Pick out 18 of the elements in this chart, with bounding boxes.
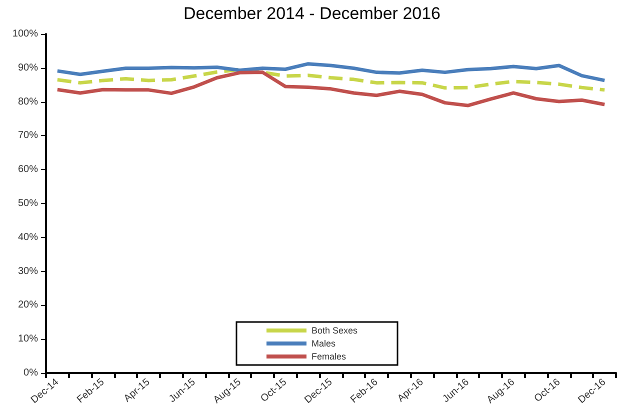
line-series	[56, 70, 606, 108]
y-tick-label: 10%	[18, 334, 38, 345]
y-tick-label: 100%	[12, 28, 38, 40]
y-tick-label: 0%	[24, 368, 38, 378]
y-tick-label: 60%	[18, 164, 38, 176]
y-tick-label: 50%	[18, 198, 38, 209]
legend-label: Females	[311, 352, 346, 362]
chart-title: December 2014 - December 2016	[183, 4, 441, 23]
y-tick-label: 80%	[18, 96, 38, 108]
line-series	[56, 62, 606, 82]
y-tick-label: 20%	[18, 300, 38, 311]
line-series	[56, 68, 606, 92]
y-tick-label: 90%	[18, 62, 38, 74]
y-tick-label: 70%	[18, 130, 38, 142]
legend-label: Males	[311, 338, 336, 348]
legend-label: Both Sexes	[311, 326, 358, 336]
y-tick-label: 30%	[18, 266, 38, 277]
y-tick-label: 40%	[18, 232, 38, 243]
